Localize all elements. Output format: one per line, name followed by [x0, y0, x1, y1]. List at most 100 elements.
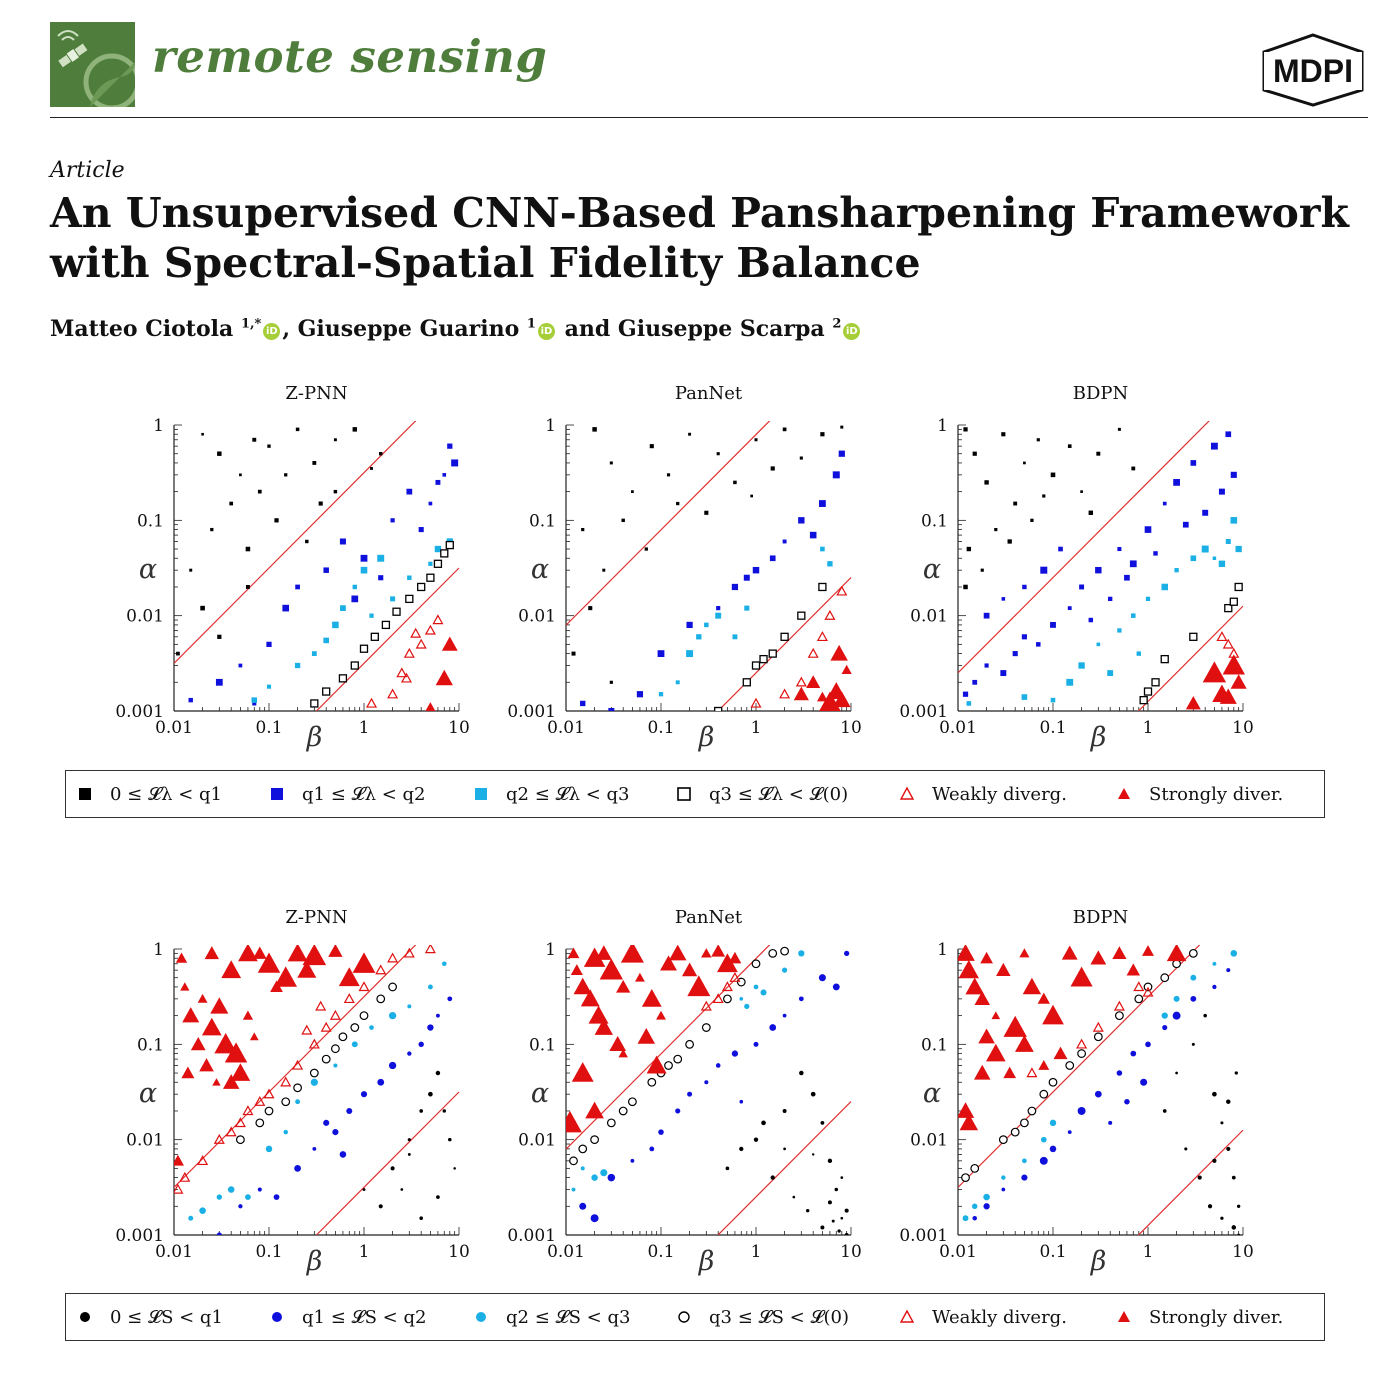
data-point	[782, 1013, 787, 1018]
data-point	[257, 952, 281, 973]
data-point	[742, 678, 751, 687]
data-point	[1173, 995, 1180, 1002]
orcid-icon[interactable]: iD	[843, 323, 861, 340]
orcid-icon[interactable]: iD	[537, 323, 555, 340]
data-point	[1007, 539, 1012, 544]
data-point	[418, 527, 424, 533]
data-point	[581, 527, 585, 532]
data-point	[1140, 1078, 1148, 1086]
data-point	[966, 701, 972, 706]
data-point	[1066, 678, 1074, 686]
data-point	[588, 606, 593, 611]
data-point	[714, 706, 723, 711]
data-point	[188, 1215, 194, 1221]
data-point	[282, 604, 290, 612]
data-point	[1042, 1004, 1064, 1025]
data-point	[1019, 948, 1030, 958]
data-point	[1080, 490, 1083, 493]
data-point	[750, 697, 762, 708]
orcid-icon[interactable]: iD	[263, 323, 281, 340]
data-point	[728, 951, 742, 964]
data-point	[971, 1203, 978, 1210]
data-point	[1166, 945, 1187, 962]
data-point	[1027, 1106, 1037, 1116]
x-tick-label: 0.01	[547, 1242, 585, 1262]
data-point	[1093, 1032, 1103, 1042]
y-tick-label: 0.01	[126, 1131, 164, 1151]
data-point	[224, 1042, 248, 1063]
data-point	[816, 631, 828, 642]
reference-line	[717, 1101, 852, 1235]
data-point	[213, 1133, 225, 1144]
data-point	[1050, 472, 1056, 478]
data-point	[750, 494, 754, 498]
series	[425, 636, 458, 711]
data-point	[1049, 1145, 1057, 1153]
data-point	[732, 634, 738, 640]
data-point	[350, 1023, 360, 1032]
data-point	[1160, 654, 1169, 664]
data-point	[1001, 597, 1006, 601]
data-point	[658, 692, 664, 697]
data-point	[295, 1099, 301, 1105]
data-point	[1113, 1000, 1125, 1011]
data-point	[685, 1039, 694, 1049]
data-point	[215, 678, 223, 686]
data-point	[686, 650, 694, 658]
data-point	[436, 1195, 440, 1199]
data-point	[1096, 642, 1101, 647]
series	[580, 450, 845, 711]
data-point	[1136, 651, 1141, 656]
data-point	[673, 1054, 683, 1064]
data-point	[599, 958, 624, 980]
data-point	[1197, 1175, 1202, 1180]
reference-line	[1137, 1129, 1244, 1235]
data-point	[1042, 494, 1046, 498]
data-point	[716, 452, 720, 456]
x-tick-label: 0.1	[647, 718, 674, 738]
data-point	[1050, 621, 1056, 628]
y-tick-label: 0.1	[529, 511, 556, 531]
data-point	[225, 1126, 237, 1137]
legend-label: q1 ≤ 𝓛λ < q2	[302, 783, 426, 805]
data-point	[827, 561, 833, 567]
x-tick-label: 0.01	[155, 1242, 193, 1262]
data-point	[281, 1097, 291, 1107]
series	[236, 982, 397, 1145]
data-point	[566, 1110, 582, 1133]
data-point	[1117, 427, 1121, 431]
data-point	[782, 427, 787, 432]
series	[174, 945, 376, 1166]
data-point	[221, 960, 242, 979]
data-point	[616, 979, 631, 993]
data-point	[600, 1169, 608, 1177]
data-point	[174, 1154, 184, 1166]
data-point	[323, 1119, 330, 1126]
x-tick-label: 1	[751, 1242, 762, 1262]
x-tick-label: 10	[448, 1242, 470, 1262]
legend-label: Weakly diverg.	[932, 1306, 1067, 1328]
data-point	[265, 1145, 273, 1153]
legend-item: Strongly diver.	[1113, 771, 1283, 817]
data-point	[770, 466, 775, 471]
data-point	[257, 489, 262, 494]
data-point	[827, 1200, 832, 1205]
data-point	[1010, 1127, 1020, 1137]
reference-line	[315, 567, 460, 711]
data-point	[310, 1078, 318, 1086]
data-point	[1022, 977, 1042, 995]
data-point	[410, 627, 422, 638]
data-point	[378, 451, 383, 456]
data-point	[1040, 1136, 1047, 1143]
data-point	[1036, 438, 1040, 442]
data-point	[1172, 1011, 1181, 1020]
data-point	[830, 644, 848, 661]
data-point	[810, 1091, 816, 1097]
circle-filled-cyan-icon	[470, 1306, 492, 1328]
data-point	[403, 647, 415, 658]
legend-label: q2 ≤ 𝓛S < q3	[506, 1306, 631, 1328]
data-point	[607, 1173, 616, 1182]
data-point	[419, 1216, 423, 1221]
